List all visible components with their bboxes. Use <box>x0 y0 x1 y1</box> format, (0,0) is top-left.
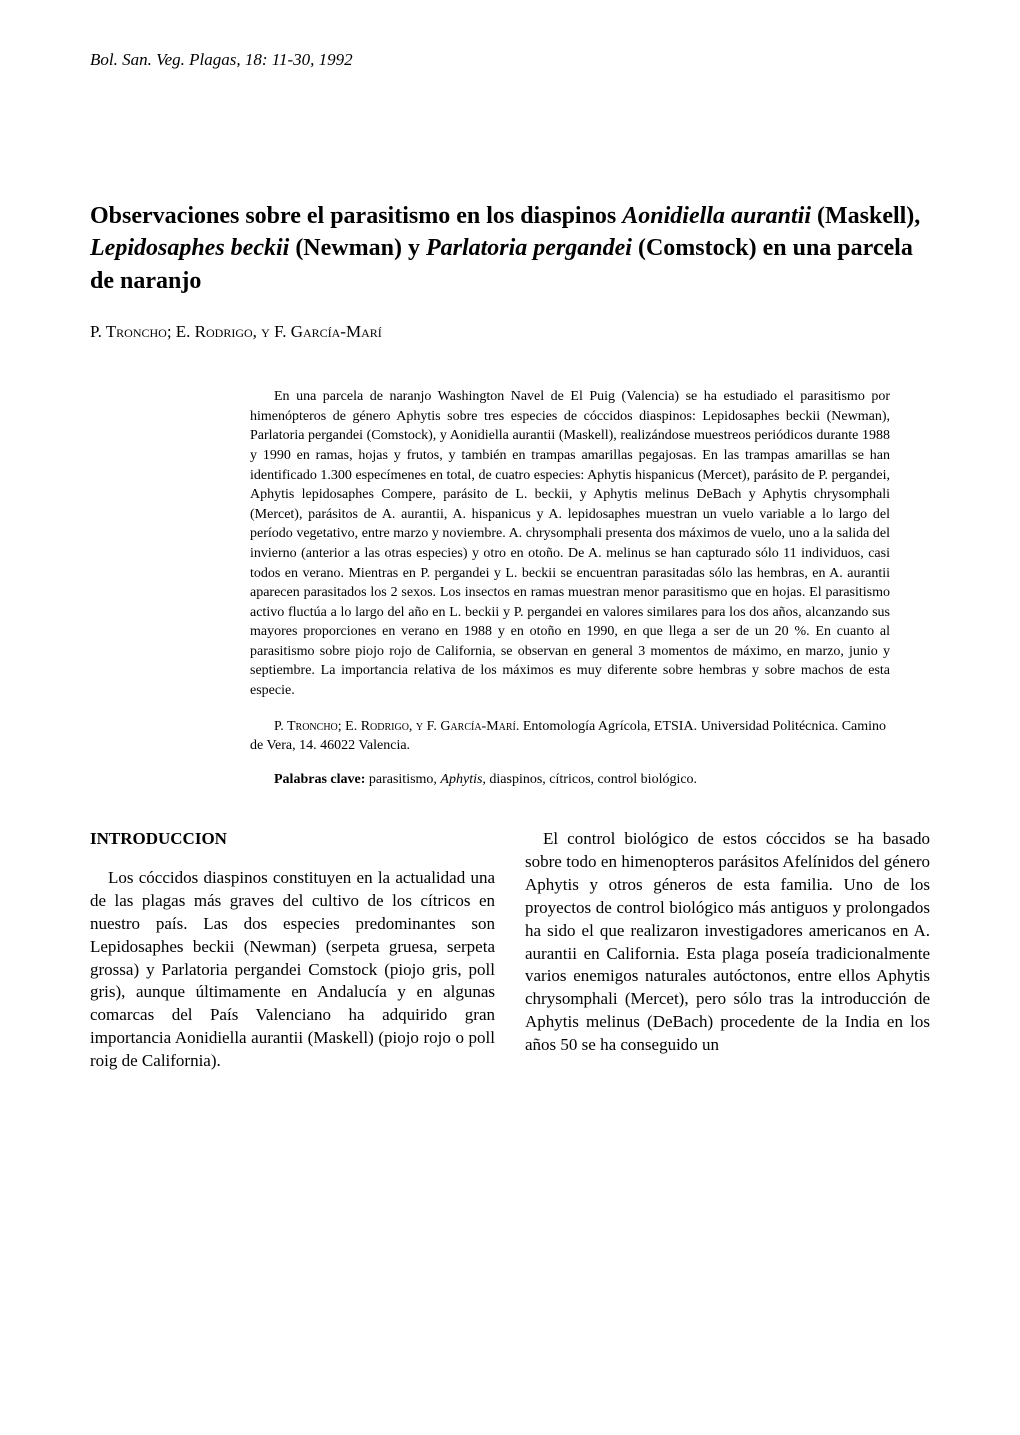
authors-line: P. Troncho; E. Rodrigo, y F. García-Marí <box>90 322 930 342</box>
title-text-3: (Newman) y <box>289 235 426 261</box>
section-heading-intro: INTRODUCCION <box>90 828 495 851</box>
left-column: INTRODUCCION Los cóccidos diaspinos cons… <box>90 828 495 1073</box>
intro-para-2: El control biológico de estos cóccidos s… <box>525 828 930 1057</box>
keywords-block: Palabras clave: parasitismo, Aphytis, di… <box>250 772 890 788</box>
title-text-2: (Maskell), <box>811 203 920 229</box>
authors-names: P. Troncho; E. Rodrigo, y F. García-Marí <box>90 322 382 341</box>
title-text-1: Observaciones sobre el parasitismo en lo… <box>90 203 622 229</box>
keywords-text-1: parasitismo, <box>365 772 440 787</box>
keywords-italic: Aphytis, <box>440 772 486 787</box>
abstract-text: En una parcela de naranjo Washington Nav… <box>250 387 890 701</box>
keywords-text-2: diaspinos, cítricos, control biológico. <box>486 772 697 787</box>
right-column: El control biológico de estos cóccidos s… <box>525 828 930 1073</box>
title-species-1: Aonidiella aurantii <box>622 203 811 229</box>
body-columns: INTRODUCCION Los cóccidos diaspinos cons… <box>90 828 930 1073</box>
title-species-3: Parlatoria pergandei <box>426 235 632 261</box>
affiliation-block: P. Troncho; E. Rodrigo, y F. García-Marí… <box>250 717 890 756</box>
keywords-label: Palabras clave: <box>274 772 365 787</box>
journal-header: Bol. San. Veg. Plagas, 18: 11-30, 1992 <box>90 50 930 70</box>
article-title: Observaciones sobre el parasitismo en lo… <box>90 200 930 297</box>
intro-para-1: Los cóccidos diaspinos constituyen en la… <box>90 867 495 1073</box>
title-species-2: Lepidosaphes beckii <box>90 235 289 261</box>
affiliation-authors: P. Troncho; E. Rodrigo, y F. García-Marí… <box>274 719 519 734</box>
